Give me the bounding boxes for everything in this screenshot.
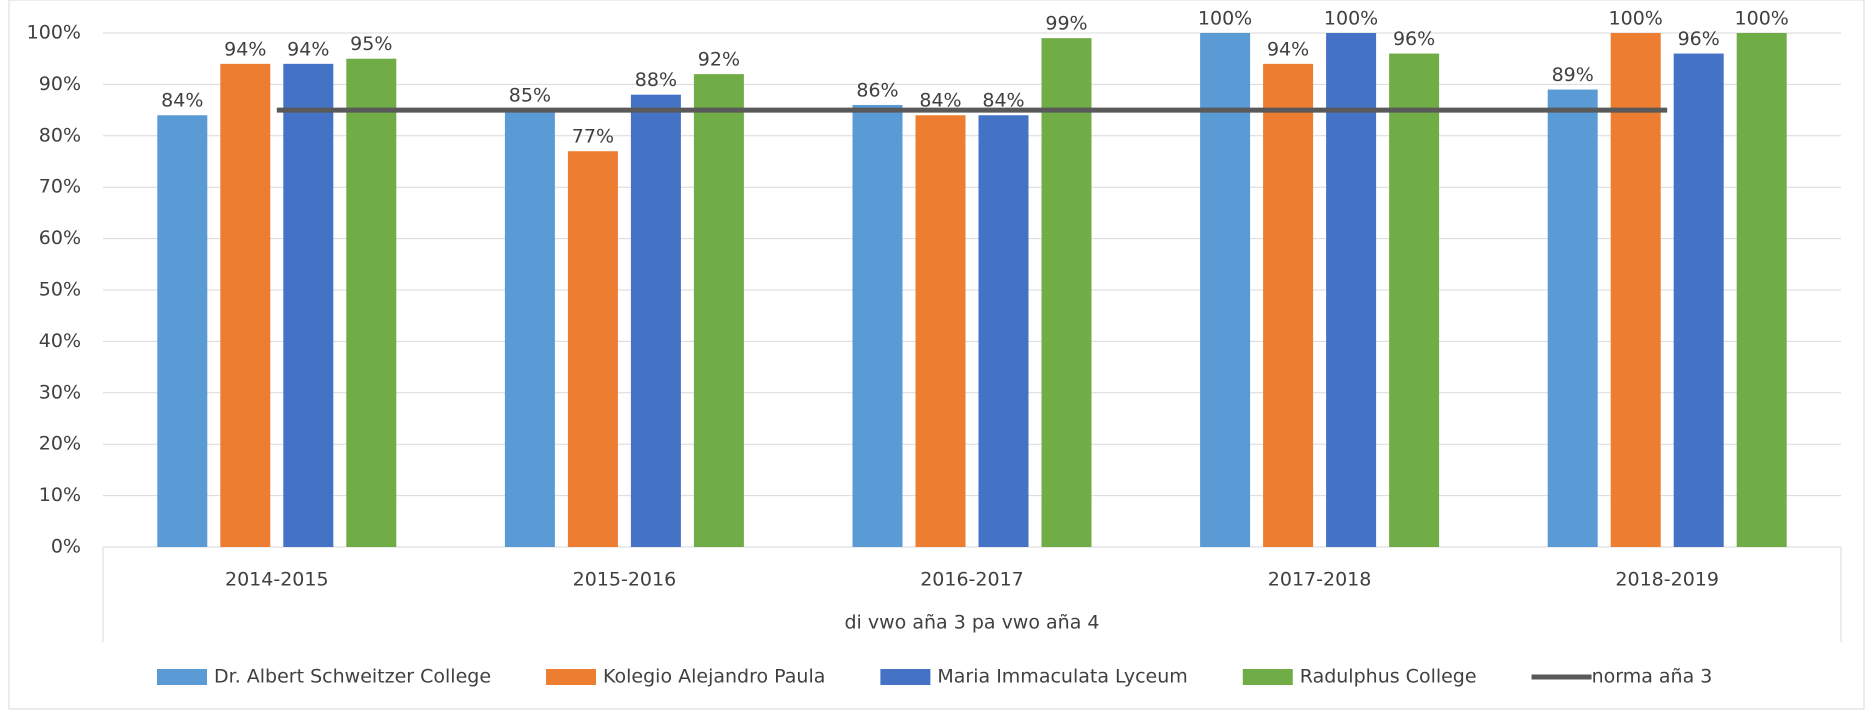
legend-swatch <box>1242 669 1293 685</box>
value-label: 85% <box>509 85 551 107</box>
value-label: 88% <box>635 69 677 91</box>
y-tick-label: 90% <box>39 73 81 95</box>
y-tick-label: 0% <box>51 536 81 558</box>
x-tick-label: 2018-2019 <box>1615 569 1719 591</box>
value-label: 100% <box>1609 8 1663 30</box>
legend-label: Kolegio Alejandro Paula <box>603 666 825 688</box>
legend-label: Dr. Albert Schweitzer College <box>214 666 491 688</box>
bar <box>693 74 744 548</box>
value-label: 84% <box>982 90 1024 112</box>
value-label: 84% <box>161 90 203 112</box>
value-label: 95% <box>350 33 392 55</box>
x-tick-label: 2017-2018 <box>1268 569 1372 591</box>
value-label: 77% <box>572 126 614 148</box>
x-axis-title: di vwo aña 3 pa vwo aña 4 <box>845 612 1100 634</box>
legend-swatch <box>880 669 931 685</box>
y-tick-label: 10% <box>39 484 81 506</box>
value-label: 94% <box>224 38 266 60</box>
x-tick-label: 2015-2016 <box>573 569 677 591</box>
legend-label: Maria Immaculata Lyceum <box>937 666 1187 688</box>
y-tick-label: 50% <box>39 279 81 301</box>
y-tick-label: 100% <box>27 22 81 44</box>
value-label: 94% <box>1267 38 1309 60</box>
value-label: 86% <box>856 79 898 101</box>
y-tick-label: 80% <box>39 124 81 146</box>
bar <box>1263 63 1314 548</box>
bar <box>852 104 903 548</box>
bar <box>1610 33 1661 547</box>
bar <box>1326 33 1377 547</box>
legend-label: norma aña 3 <box>1592 666 1713 688</box>
bar <box>1673 53 1724 548</box>
legend-swatch <box>546 669 597 685</box>
bar <box>283 63 334 548</box>
y-tick-label: 40% <box>39 330 81 352</box>
bar <box>220 63 271 548</box>
value-label: 100% <box>1735 8 1789 30</box>
value-label: 92% <box>698 49 740 71</box>
bar <box>1389 53 1440 548</box>
value-label: 100% <box>1324 8 1378 30</box>
value-label: 99% <box>1045 13 1087 35</box>
bar <box>915 115 966 548</box>
bar <box>1200 33 1251 547</box>
y-tick-label: 60% <box>39 227 81 249</box>
bar <box>1547 89 1598 547</box>
value-label: 89% <box>1552 64 1594 86</box>
value-label: 100% <box>1198 8 1252 30</box>
value-label: 84% <box>919 90 961 112</box>
y-tick-label: 70% <box>39 176 81 198</box>
x-tick-label: 2016-2017 <box>920 569 1024 591</box>
bar <box>157 115 208 548</box>
bar <box>567 151 618 547</box>
bar <box>1041 38 1092 547</box>
legend-swatch <box>157 669 207 685</box>
x-tick-label: 2014-2015 <box>225 569 329 591</box>
bar <box>630 94 681 548</box>
value-label: 96% <box>1678 28 1720 50</box>
value-label: 96% <box>1393 28 1435 50</box>
legend-label: Radulphus College <box>1300 666 1477 688</box>
bar <box>978 115 1029 548</box>
bar <box>1736 33 1787 547</box>
value-label: 94% <box>287 38 329 60</box>
y-tick-label: 30% <box>39 381 81 403</box>
y-tick-label: 20% <box>39 433 81 455</box>
bar <box>504 110 555 547</box>
bar <box>346 58 397 547</box>
